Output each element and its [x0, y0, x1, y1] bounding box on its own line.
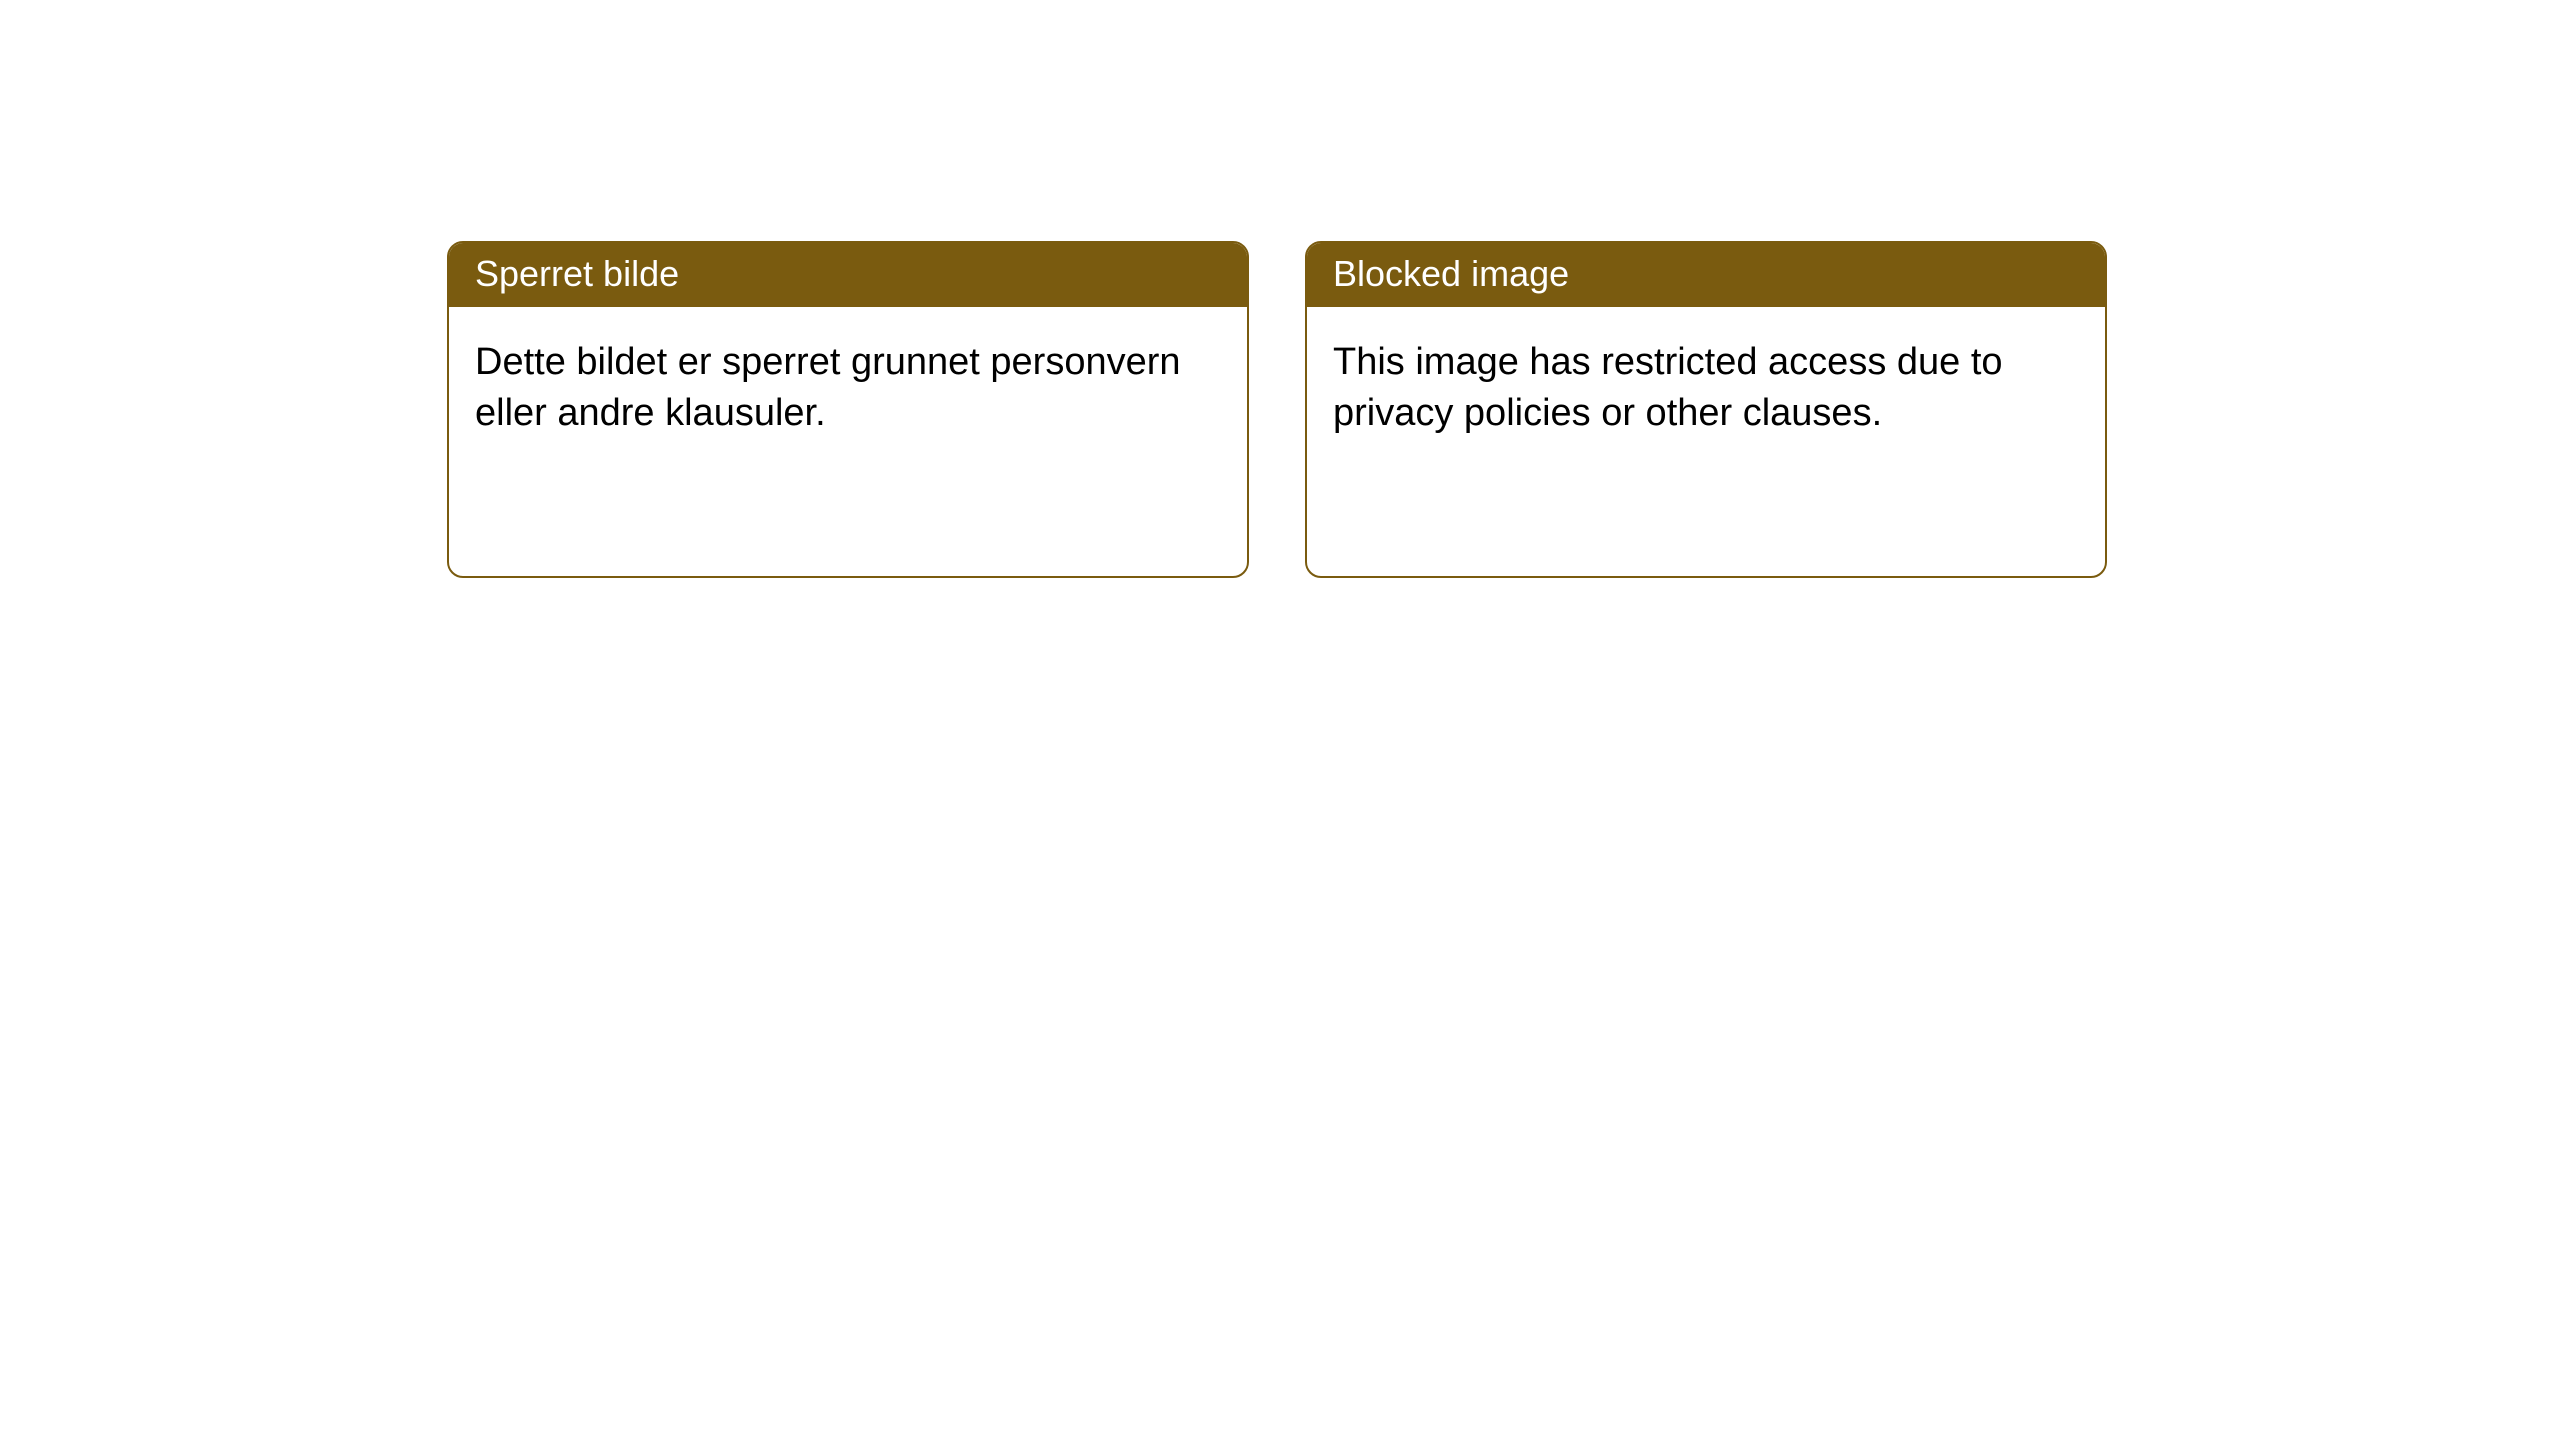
notice-card-en: Blocked image This image has restricted … [1305, 241, 2107, 578]
notice-body-en: This image has restricted access due to … [1307, 307, 2105, 576]
notice-title-en: Blocked image [1307, 243, 2105, 307]
notice-body-no: Dette bildet er sperret grunnet personve… [449, 307, 1247, 576]
notice-title-no: Sperret bilde [449, 243, 1247, 307]
notice-card-no: Sperret bilde Dette bildet er sperret gr… [447, 241, 1249, 578]
notice-container: Sperret bilde Dette bildet er sperret gr… [447, 241, 2107, 578]
